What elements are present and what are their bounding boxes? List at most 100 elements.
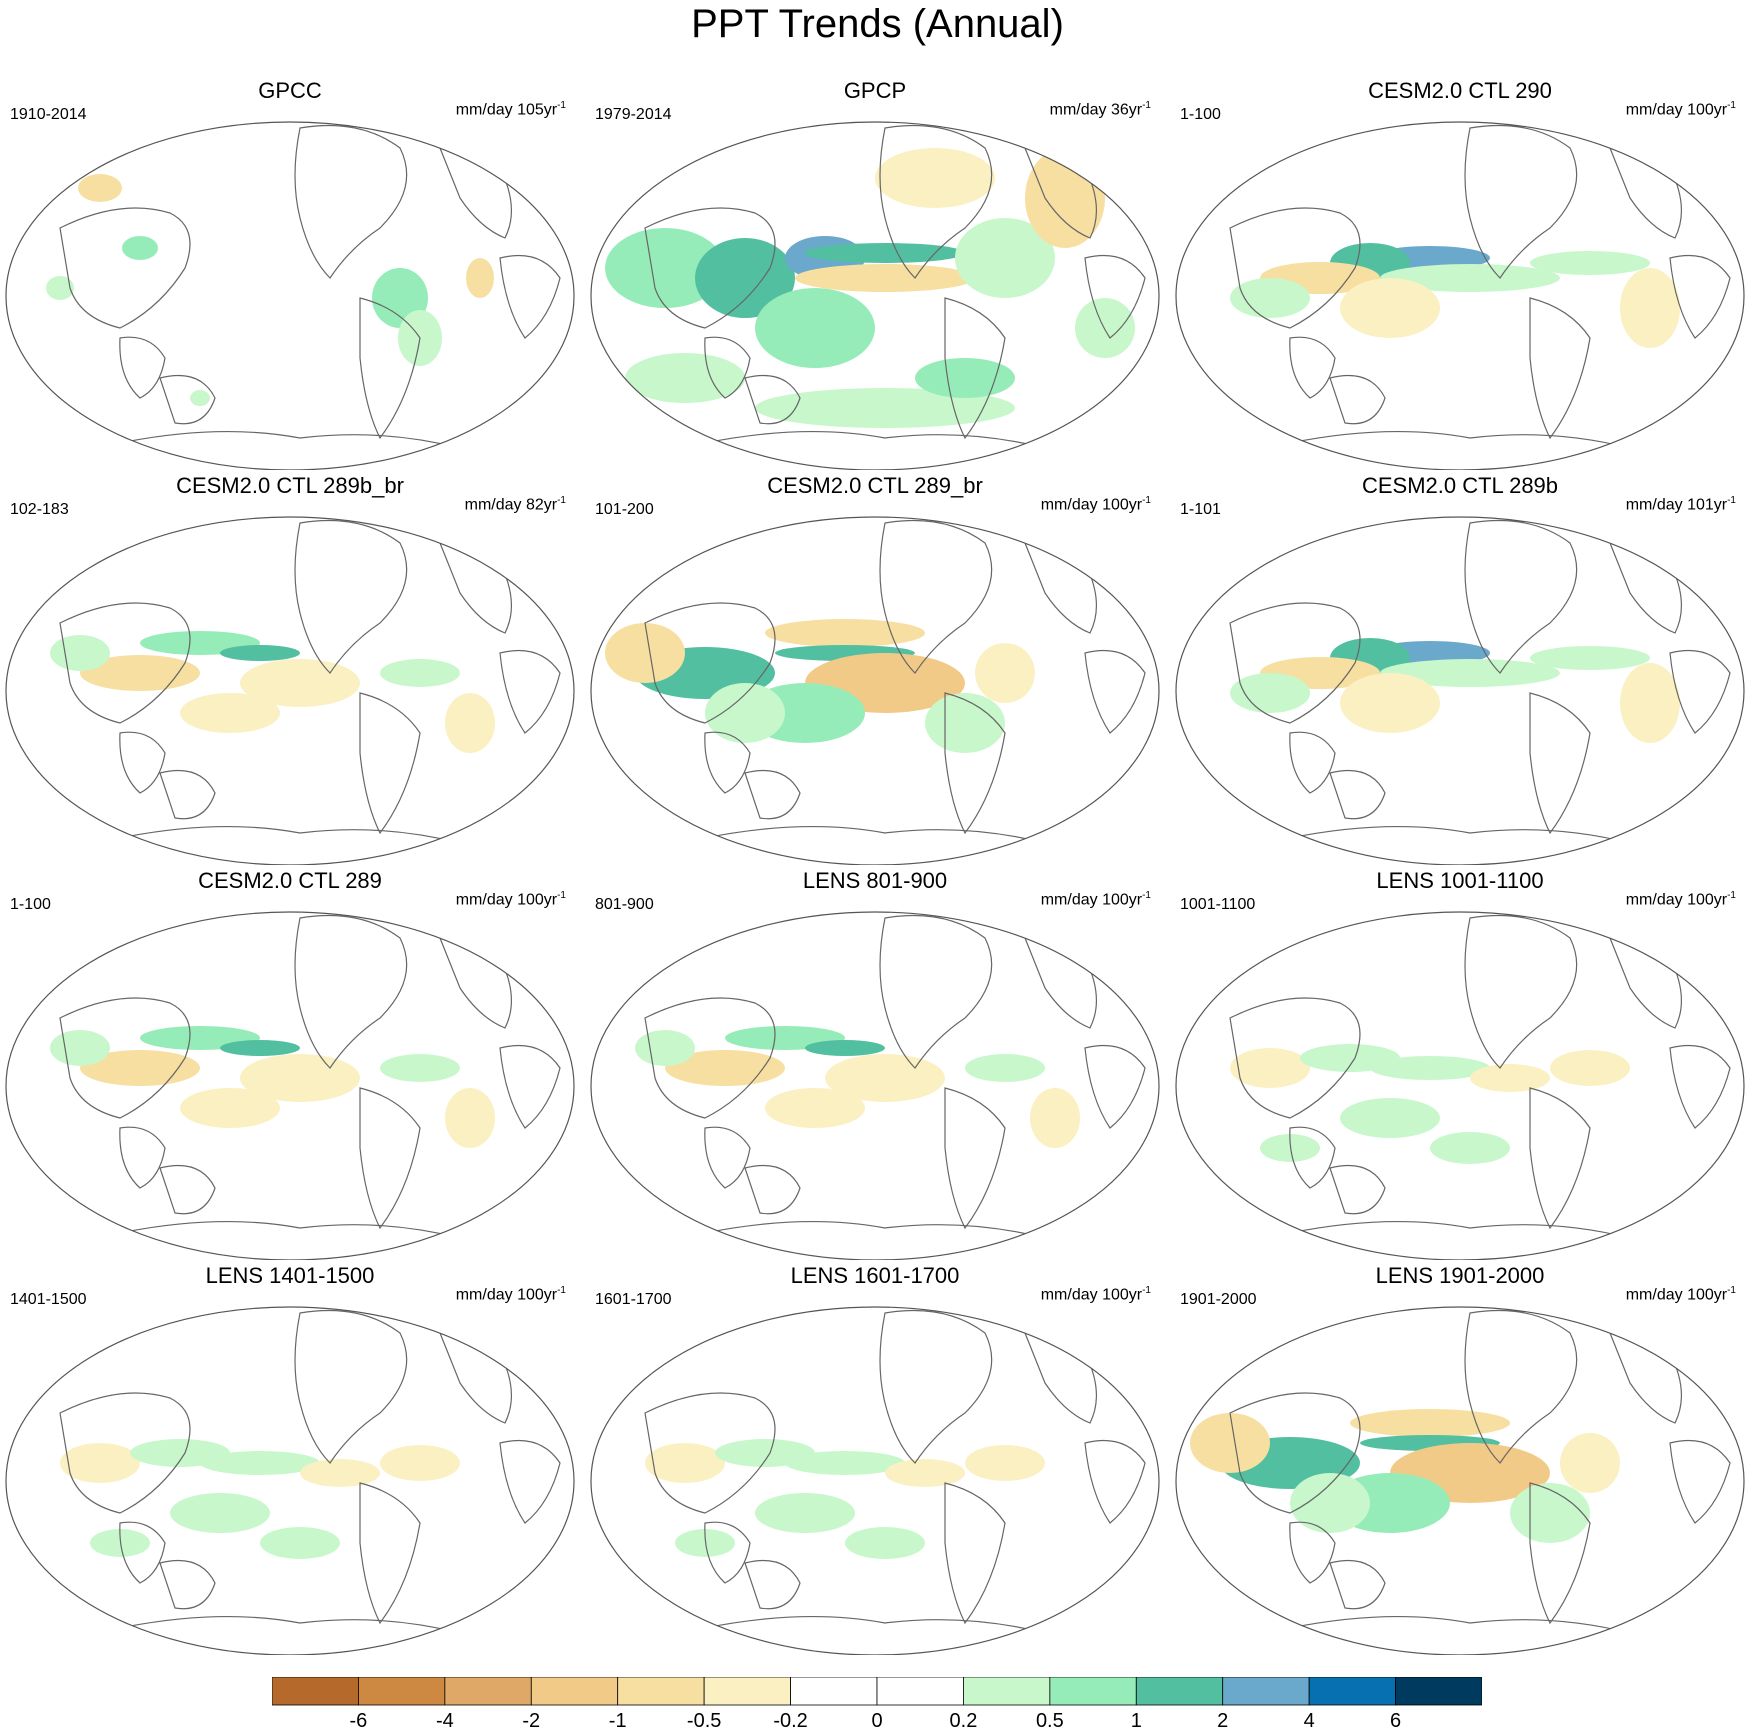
panel-units: mm/day 100yr-1 [455,1285,566,1304]
colorbar-box [444,1677,532,1706]
coastline [1229,207,1361,329]
panel-title: LENS 1601-1700 [790,1263,960,1288]
map-border [590,516,1160,865]
coastline [704,1126,751,1189]
coastline [1329,374,1386,425]
colorbar-tick-label: -1 [608,1710,627,1732]
coastline [359,1482,421,1625]
trend-blob [755,288,875,368]
trend-blob [78,174,122,202]
colorbar-box [790,1677,878,1706]
coastline [1229,602,1361,724]
trend-blob [380,1054,460,1082]
colorbar-box [1049,1677,1137,1706]
coastline [59,997,191,1119]
coastline [879,519,993,674]
panel-units: mm/day 100yr-1 [1625,1285,1736,1304]
panel-title: CESM2.0 CTL 289b_br [176,473,404,498]
trend-blob [220,1040,300,1056]
trend-blob [380,659,460,687]
trend-blob [1230,1048,1310,1088]
coastline [119,1220,461,1239]
map-plot [1175,911,1745,1260]
map-border [5,121,575,470]
map-border [590,121,1160,470]
coastline [1289,825,1631,844]
panel-units: mm/day 101yr-1 [1625,495,1736,514]
colorbar-tick-label: 2 [1217,1710,1229,1732]
coastline [1084,649,1146,734]
trend-blob [825,1054,945,1102]
trend-blob [1620,663,1680,743]
trend-blob [1470,1064,1550,1092]
coastline [119,430,461,449]
coastline [1329,769,1386,820]
trend-blob [1560,1433,1620,1493]
coastline [704,1521,751,1584]
coastline [499,254,561,339]
trend-blob [200,1451,320,1475]
trend-blob [80,1050,200,1086]
coastline [1289,1521,1336,1584]
colorbar-box [617,1677,705,1706]
coastline [159,1164,216,1215]
trend-blob [635,1030,695,1066]
panel-units: mm/day 100yr-1 [455,890,566,909]
panel-period: 1401-1500 [10,1291,87,1308]
coastline [944,297,1006,440]
trend-blob [380,1445,460,1481]
trend-blob [1620,268,1680,348]
map-panel: GPCP 1979-2014 mm/day 36yr-1 [585,78,1165,470]
map-panel: CESM2.0 CTL 289b_br 102-183 mm/day 82yr-1 [0,473,580,865]
coastline [1464,519,1578,674]
trend-blob [1510,1483,1590,1543]
panel-units: mm/day 100yr-1 [1625,100,1736,119]
trend-blob [805,243,965,263]
colorbar-tick-label: 6 [1390,1710,1402,1732]
coastline [119,825,461,844]
trend-blob [240,1054,360,1102]
trend-blob [1075,298,1135,358]
coastline [944,1482,1006,1625]
map-panel: CESM2.0 CTL 289_br 101-200 mm/day 100yr-1 [585,473,1165,865]
colorbar [272,1677,1482,1706]
trend-blob [300,1459,380,1487]
map-border [1175,121,1745,470]
map-plot [5,121,575,470]
panel-title: LENS 1001-1100 [1376,868,1544,893]
map-plot [5,1306,575,1655]
panel-title: LENS 1901-2000 [1375,1263,1545,1288]
trend-blob [755,1493,855,1533]
trend-blob [180,693,280,733]
colorbar-tick-label: -4 [435,1710,454,1732]
coastline [944,692,1006,835]
trend-blob [695,238,795,318]
colorbar-box [703,1677,791,1706]
panel-units: mm/day 105yr-1 [455,100,566,119]
coastline [1229,1392,1361,1514]
map-panel: GPCC 1910-2014 mm/day 105yr-1 [0,78,580,470]
coastline [359,297,421,440]
coastline [499,1439,561,1524]
map-panel: CESM2.0 CTL 290 1-100 mm/day 100yr-1 [1170,78,1750,470]
panel-period: 1-100 [10,896,51,913]
coastline [1529,692,1591,835]
trend-blob [90,1529,150,1557]
coastline [704,731,751,794]
trend-blob [925,693,1005,753]
coastline [119,1126,166,1189]
coastline [704,825,1046,844]
coastline [1529,1087,1591,1230]
panel-period: 1001-1100 [1180,896,1256,913]
map-plot [590,911,1160,1260]
coastline [744,769,801,820]
coastline [644,602,776,724]
coastline [1289,1220,1631,1239]
panel-title: CESM2.0 CTL 289_br [767,473,983,498]
coastline [704,336,751,399]
colorbar-box [1222,1677,1310,1706]
coastline [59,602,191,724]
panel-units: mm/day 82yr-1 [464,495,566,514]
trend-blob [466,258,494,298]
trend-blob [885,1459,965,1487]
